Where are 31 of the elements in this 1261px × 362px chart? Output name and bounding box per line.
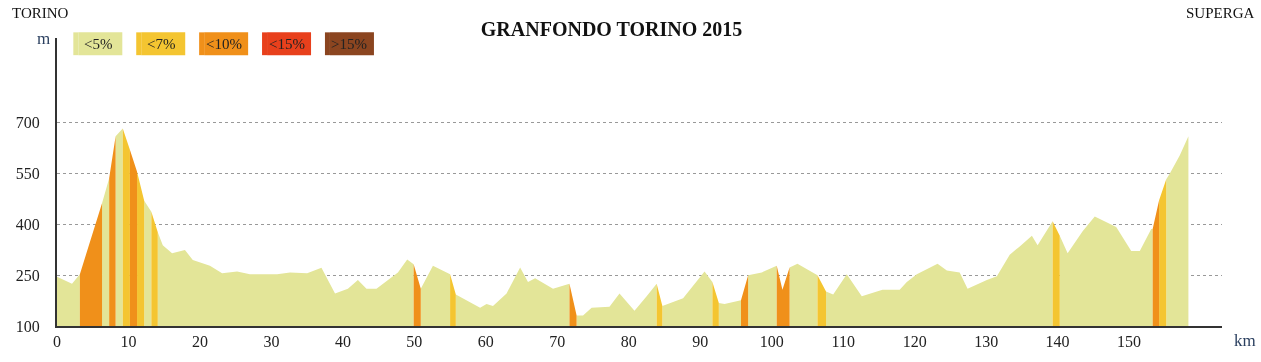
x-tick-label: 80: [620, 333, 637, 351]
legend-label: <10%: [206, 36, 242, 52]
x-tick-label: 90: [692, 333, 709, 351]
x-tick-label: 30: [263, 333, 280, 351]
y-tick-label: 100: [15, 317, 40, 335]
legend-label: <7%: [147, 36, 176, 52]
x-tick-label: 20: [191, 333, 208, 351]
x-tick-label: 150: [1117, 333, 1142, 351]
y-tick-label: 700: [15, 114, 40, 132]
x-axis-title: km: [1234, 331, 1256, 350]
x-tick-label: 100: [759, 333, 784, 351]
x-tick-label: 10: [120, 333, 137, 351]
y-axis-title: m: [37, 29, 51, 48]
text: SUPERGA: [1186, 5, 1255, 21]
chart-title: GRANFONDO TORINO 2015: [480, 17, 743, 40]
x-tick-label: 130: [974, 333, 999, 351]
legend-label: >15%: [331, 36, 367, 52]
y-tick-label: 400: [15, 215, 40, 233]
x-tick-label: 70: [549, 333, 566, 351]
x-tick-label: 40: [334, 333, 351, 351]
x-tick-label: 120: [902, 333, 927, 351]
legend-label: <15%: [269, 36, 305, 52]
y-tick-label: 550: [15, 165, 40, 183]
text: TORINO: [12, 5, 69, 21]
x-tick-label: 140: [1045, 333, 1070, 351]
x-tick-label: 0: [53, 333, 61, 351]
x-tick-label: 50: [406, 333, 423, 351]
legend-label: <5%: [84, 36, 113, 52]
x-tick-label: 110: [831, 333, 855, 351]
y-tick-label: 250: [15, 266, 40, 284]
x-tick-label: 60: [477, 333, 494, 351]
